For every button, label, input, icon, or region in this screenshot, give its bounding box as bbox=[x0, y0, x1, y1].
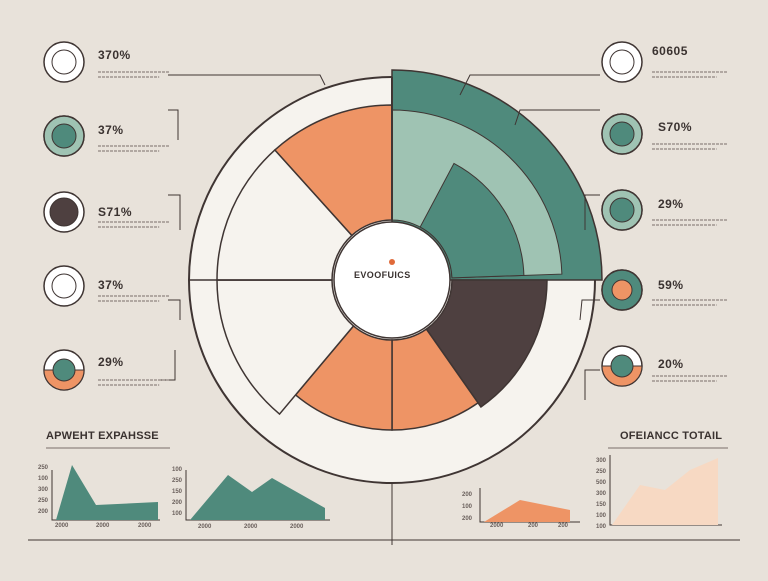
left-small-tick-1: 250 bbox=[38, 465, 49, 471]
right-small-tick-6: 100 bbox=[596, 513, 607, 519]
leader-line-9 bbox=[579, 299, 600, 321]
right-small-tick-2: 250 bbox=[596, 469, 607, 475]
right-small-area bbox=[612, 458, 718, 525]
right-mid-tick-1: 200 bbox=[462, 492, 473, 498]
left-small-xlabel-1: 2000 bbox=[55, 523, 69, 529]
right-mid-tick-2: 100 bbox=[462, 504, 473, 510]
left-small-tick-2: 100 bbox=[38, 476, 49, 482]
left-small-tick-3: 300 bbox=[38, 487, 49, 493]
left-callout-value-4: 37% bbox=[98, 278, 124, 292]
leader-line-3 bbox=[168, 194, 181, 230]
leader-line-1 bbox=[168, 74, 326, 86]
right-callout-value-2: S70% bbox=[658, 120, 693, 134]
right-callout-value-1: 60605 bbox=[652, 44, 688, 58]
left-small-area bbox=[56, 465, 158, 520]
left-small-tick-5: 200 bbox=[38, 509, 49, 515]
right-small-tick-5: 150 bbox=[596, 502, 607, 508]
left-mid-tick-1: 100 bbox=[172, 467, 183, 473]
right-mid-area bbox=[484, 500, 570, 522]
left-small-xlabel-2: 2000 bbox=[96, 523, 110, 529]
left-callout-value-2: 37% bbox=[98, 123, 124, 137]
right-mid-xlabel-3: 200 bbox=[558, 523, 569, 529]
right-callout-icon-5-inner bbox=[610, 354, 634, 378]
right-mid-tick-3: 200 bbox=[462, 516, 473, 522]
right-callout-icon-2-inner bbox=[609, 121, 635, 147]
left-mid-xlabel-1: 2000 bbox=[198, 524, 212, 530]
center-label: EVOOFUICS bbox=[354, 270, 411, 280]
right-small-tick-1: 300 bbox=[596, 458, 607, 464]
left-small-xlabel-3: 2000 bbox=[138, 523, 152, 529]
leader-line-2 bbox=[168, 109, 179, 140]
leader-line-10 bbox=[584, 369, 600, 400]
right-mid-xlabel-1: 2000 bbox=[490, 523, 504, 529]
left-callout-value-3: S71% bbox=[98, 205, 133, 219]
left-mid-xlabel-3: 2000 bbox=[290, 524, 304, 530]
right-callout-icon-1-inner bbox=[609, 49, 635, 75]
left-callout-value-5: 29% bbox=[98, 355, 124, 369]
right-small-tick-4: 300 bbox=[596, 491, 607, 497]
right-callout-value-5: 20% bbox=[658, 357, 684, 371]
right-section-title: OFEIANCC TOTAIL bbox=[620, 430, 723, 442]
left-callout-icon-5-inner bbox=[52, 358, 76, 382]
right-callout-icon-3-inner bbox=[609, 197, 635, 223]
left-mid-area bbox=[190, 475, 325, 520]
left-callout-icon-2-inner bbox=[51, 123, 77, 149]
center-hub bbox=[333, 221, 451, 339]
left-mid-tick-3: 150 bbox=[172, 489, 183, 495]
left-mid-tick-2: 250 bbox=[172, 478, 183, 484]
top-right-inner-teal-wedge bbox=[419, 162, 525, 279]
left-lower-cream-wedge bbox=[216, 279, 355, 416]
left-callout-value-1: 370% bbox=[98, 48, 131, 62]
left-callout-icon-3-inner bbox=[49, 197, 79, 227]
right-small-tick-3: 500 bbox=[596, 480, 607, 486]
left-callout-icon-1-inner bbox=[51, 49, 77, 75]
left-small-tick-4: 250 bbox=[38, 498, 49, 504]
right-callout-value-3: 29% bbox=[658, 197, 684, 211]
left-callout-icon-4-inner bbox=[51, 273, 77, 299]
left-upper-cream-wedge bbox=[216, 148, 353, 281]
left-mid-xlabel-2: 2000 bbox=[244, 524, 258, 530]
right-callout-value-4: 59% bbox=[658, 278, 684, 292]
left-mid-tick-4: 200 bbox=[172, 500, 183, 506]
leader-line-4 bbox=[168, 299, 181, 320]
leader-line-7 bbox=[514, 109, 600, 126]
top-left-orange-wedge bbox=[273, 104, 393, 237]
left-mid-tick-5: 100 bbox=[172, 511, 183, 517]
right-mid-xlabel-2: 200 bbox=[528, 523, 539, 529]
center-dot bbox=[389, 259, 395, 265]
leader-line-8 bbox=[584, 194, 600, 230]
right-callout-icon-4-inner bbox=[611, 279, 633, 301]
right-small-tick-7: 100 bbox=[596, 524, 607, 530]
right-dark-wedge bbox=[425, 279, 548, 409]
leader-line-5 bbox=[160, 350, 176, 381]
leader-line-6 bbox=[459, 74, 600, 96]
left-section-title: APWEHT EXPAHSSE bbox=[46, 430, 159, 442]
